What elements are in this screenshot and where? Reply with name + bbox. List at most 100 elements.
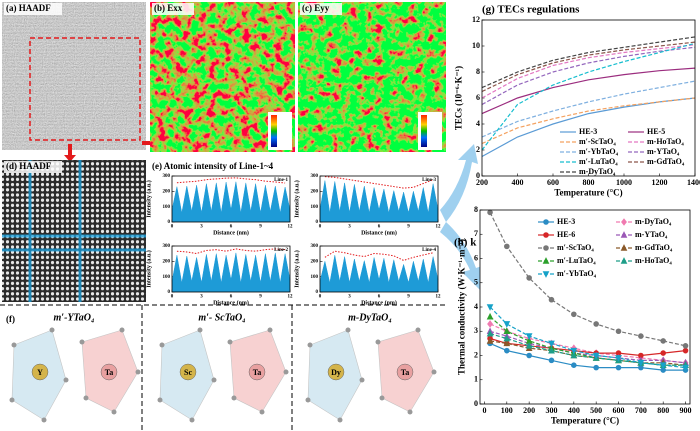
marker bbox=[593, 321, 599, 327]
oxygen-atom bbox=[11, 342, 17, 348]
x-axis-label: Temperature (°C) bbox=[554, 188, 622, 198]
x-tick-label: 6 bbox=[378, 225, 381, 230]
oxygen-atom bbox=[267, 327, 273, 333]
legend-label: m-HoTaO₄ bbox=[635, 256, 672, 265]
legend-label: HE-3 bbox=[579, 127, 597, 136]
y-axis-label: Thermal conductivity (W·K⁻¹·m⁻¹) bbox=[456, 239, 466, 375]
y-tick-label: 0 bbox=[316, 290, 319, 295]
plot-frame bbox=[479, 209, 691, 405]
marker bbox=[637, 359, 645, 367]
center-atom bbox=[396, 363, 414, 381]
y-tick-label: 12 bbox=[472, 15, 480, 24]
y-tick-label: 0 bbox=[168, 220, 171, 225]
panel-label: (a) HAADF bbox=[6, 3, 51, 13]
marker bbox=[525, 341, 533, 349]
x-tick-label: 700 bbox=[635, 406, 647, 415]
x-tick-label: 0 bbox=[482, 406, 486, 415]
marker bbox=[660, 350, 666, 356]
y-axis-label: TECs (10⁻⁶·K⁻¹) bbox=[454, 66, 464, 130]
oxygen-atom bbox=[227, 339, 233, 345]
selection-box bbox=[29, 37, 141, 141]
oxygen-atom bbox=[307, 342, 313, 348]
line bbox=[319, 180, 439, 213]
legend-label: m′-ScTaO₄ bbox=[579, 137, 616, 146]
area bbox=[172, 252, 290, 292]
marker bbox=[615, 364, 622, 371]
y-tick-label: 3 bbox=[474, 326, 478, 335]
marker bbox=[659, 362, 667, 370]
y-tick-label: 4 bbox=[474, 302, 478, 311]
oxygen-atom bbox=[119, 327, 125, 333]
panel-label: (c) Eyy bbox=[302, 3, 330, 13]
y-tick-label: 6 bbox=[474, 253, 478, 262]
marker bbox=[682, 347, 689, 354]
x-tick-label: 0 bbox=[319, 295, 322, 300]
series-name: Line-4 bbox=[422, 248, 436, 253]
line bbox=[171, 252, 291, 283]
x-tick-label: 500 bbox=[590, 406, 602, 415]
oxygen-atom bbox=[111, 409, 117, 415]
x-tick-label: 900 bbox=[680, 406, 692, 415]
panel-label: (f) bbox=[6, 314, 15, 324]
marker bbox=[525, 333, 533, 340]
label-bg bbox=[4, 161, 62, 173]
y-tick-label: 2 bbox=[474, 350, 478, 359]
label-bg bbox=[4, 3, 62, 15]
plot-frame bbox=[319, 245, 439, 293]
atom-label: Ta bbox=[253, 368, 262, 377]
series-name: Line-1 bbox=[274, 178, 288, 183]
panel-label: (d) HAADF bbox=[6, 161, 52, 171]
atom-label: Dy bbox=[331, 368, 341, 377]
marker bbox=[570, 351, 578, 359]
marker bbox=[571, 362, 577, 369]
line bbox=[489, 337, 686, 357]
marker bbox=[615, 355, 622, 362]
x-tick-label: 12 bbox=[288, 295, 294, 300]
envelope bbox=[176, 177, 286, 184]
marker bbox=[487, 320, 493, 328]
x-tick-label: 9 bbox=[407, 295, 410, 300]
y-tick-label: 100 bbox=[311, 275, 319, 280]
x-tick-label: 600 bbox=[547, 178, 559, 187]
center-atom bbox=[248, 363, 266, 381]
plot-frame bbox=[171, 175, 291, 223]
marker bbox=[503, 321, 511, 328]
x-tick-label: 1000 bbox=[616, 178, 632, 187]
line bbox=[481, 46, 696, 106]
y-tick-label: 1 bbox=[474, 375, 478, 384]
legend-label: m′-YbTaO₄ bbox=[557, 269, 597, 278]
colorbar bbox=[421, 115, 427, 147]
x-tick-label: 0 bbox=[171, 295, 174, 300]
line bbox=[481, 80, 696, 138]
marker bbox=[620, 244, 628, 251]
marker bbox=[486, 304, 494, 311]
line bbox=[481, 67, 696, 115]
oxygen-atom bbox=[407, 409, 413, 415]
marker bbox=[543, 219, 549, 225]
marker bbox=[638, 333, 644, 339]
area bbox=[172, 181, 290, 222]
y-tick-label: 2 bbox=[476, 145, 480, 154]
legend-label: m′-LuTaO₄ bbox=[557, 256, 596, 265]
center-atom bbox=[179, 363, 197, 381]
legend-label: HE-6 bbox=[557, 230, 575, 239]
line bbox=[481, 36, 696, 89]
x-tick-label: 100 bbox=[501, 406, 513, 415]
x-axis-label: Distance (nm) bbox=[361, 229, 397, 236]
oxygen-atom bbox=[359, 377, 365, 383]
y-tick-label: 0 bbox=[474, 399, 478, 408]
line-markers bbox=[2, 160, 146, 302]
y-axis-label: Intensity (a.u.) bbox=[293, 250, 300, 288]
x-tick-label: 400 bbox=[512, 178, 524, 187]
oxygen-atom bbox=[41, 417, 47, 423]
atom-label: Ta bbox=[105, 368, 114, 377]
center-atom bbox=[327, 363, 345, 381]
line bbox=[481, 41, 696, 93]
panel-label: (e) Atomic intensity of Line-1~4 bbox=[152, 161, 274, 171]
oxygen-atom bbox=[415, 327, 421, 333]
label-bg bbox=[152, 3, 194, 15]
marker bbox=[548, 340, 555, 348]
x-tick-label: 3 bbox=[348, 295, 351, 300]
marker bbox=[548, 357, 555, 364]
center-atom bbox=[100, 363, 118, 381]
